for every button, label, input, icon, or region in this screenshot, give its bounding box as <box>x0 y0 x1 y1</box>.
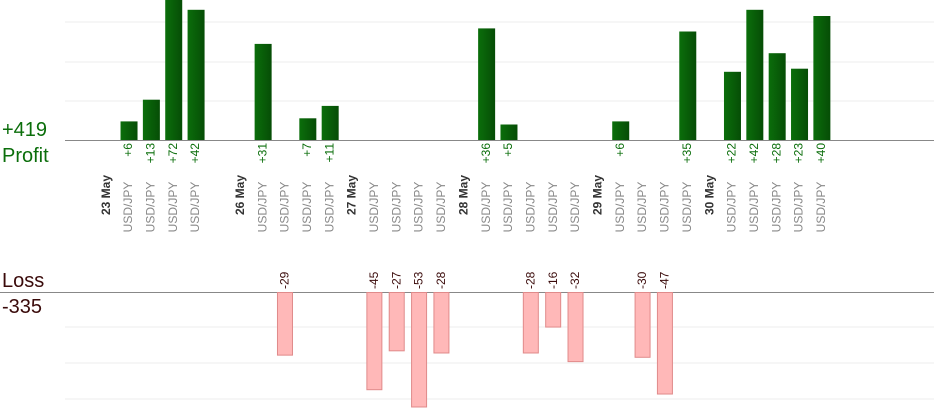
loss-value-label: -47 <box>658 271 672 289</box>
profit-value-label: +35 <box>680 143 694 164</box>
pair-label: USD/JPY <box>725 182 739 233</box>
loss-bar <box>276 292 293 356</box>
profit-bar <box>813 16 831 140</box>
loss-bar <box>545 292 562 328</box>
profit-value-label: +6 <box>613 143 627 157</box>
loss-bar <box>522 292 539 354</box>
date-label: 23 May <box>99 175 113 215</box>
pair-label: USD/JPY <box>814 182 828 233</box>
loss-value-label: -32 <box>568 271 582 289</box>
pair-label: USD/JPY <box>434 182 448 233</box>
profit-total: +419 <box>2 119 48 141</box>
loss-title: Loss <box>2 270 45 292</box>
profit-value-label: +72 <box>166 143 180 164</box>
profit-value-label: +7 <box>300 143 314 157</box>
loss-value-label: -45 <box>367 271 381 289</box>
profit-bar <box>746 9 764 140</box>
loss-value-label: -28 <box>434 271 448 289</box>
loss-bar <box>411 292 428 408</box>
pair-label: USD/JPY <box>367 182 381 233</box>
profit-bar <box>187 9 205 140</box>
pair-label: USD/JPY <box>389 182 403 233</box>
pair-label: USD/JPY <box>747 182 761 233</box>
profit-title: Profit <box>2 145 49 167</box>
pair-label: USD/JPY <box>166 182 180 233</box>
profit-value-label: +42 <box>747 143 761 164</box>
pair-label: USD/JPY <box>501 182 515 233</box>
loss-bar <box>366 292 383 391</box>
profit-bar <box>723 71 741 140</box>
pair-label: USD/JPY <box>635 182 649 233</box>
profit-value-label: +42 <box>188 143 202 164</box>
date-label: 28 May <box>456 175 470 215</box>
profit-bar <box>254 43 272 140</box>
profit-bar <box>768 53 786 141</box>
pair-label: USD/JPY <box>278 182 292 233</box>
profit-value-label: +36 <box>479 143 493 164</box>
loss-value-label: -30 <box>635 271 649 289</box>
pair-label: USD/JPY <box>144 182 158 233</box>
profit-bar <box>165 0 183 140</box>
profit-bar <box>612 121 630 140</box>
labels: 23 May 26 May 27 May 28 May 29 May 30 May USD/… <box>99 143 828 289</box>
profit-value-label: +23 <box>792 143 806 164</box>
pair-label: USD/JPY <box>769 182 783 233</box>
pair-label: USD/JPY <box>412 182 426 233</box>
profit-value-label: +28 <box>769 143 783 164</box>
profit-value-label: +31 <box>255 143 269 164</box>
date-label: 29 May <box>591 175 605 215</box>
pair-label: USD/JPY <box>300 182 314 233</box>
loss-total: -335 <box>2 296 43 318</box>
loss-value-label: -53 <box>412 271 426 289</box>
profit-bar <box>500 124 518 140</box>
profit-bar <box>142 99 160 140</box>
pair-label: USD/JPY <box>479 182 493 233</box>
date-label: 30 May <box>702 175 716 215</box>
loss-value-label: -16 <box>546 271 560 289</box>
profit-bar <box>120 121 138 140</box>
loss-bar <box>656 292 673 395</box>
profit-value-label: +11 <box>322 143 336 163</box>
loss-value-label: -27 <box>389 271 403 289</box>
profit-bar <box>321 105 339 140</box>
pair-label: USD/JPY <box>121 182 135 233</box>
profit-value-label: +6 <box>121 143 135 157</box>
pair-label: USD/JPY <box>188 182 202 233</box>
profit-bar <box>679 31 697 140</box>
pair-label: USD/JPY <box>568 182 582 233</box>
pair-label: USD/JPY <box>613 182 627 233</box>
profit-value-label: +13 <box>144 143 158 164</box>
profit-bar <box>791 68 809 140</box>
pair-label: USD/JPY <box>523 182 537 233</box>
profit-value-label: +40 <box>814 143 828 164</box>
date-label: 27 May <box>345 175 359 215</box>
loss-value-label: -29 <box>278 271 292 289</box>
profit-bar <box>478 28 496 140</box>
pair-label: USD/JPY <box>322 182 336 233</box>
loss-bar <box>433 292 450 354</box>
pair-label: USD/JPY <box>680 182 694 233</box>
profit-value-label: +5 <box>501 143 515 157</box>
loss-bar <box>567 292 584 363</box>
grid-lines <box>0 21 934 400</box>
pair-label: USD/JPY <box>255 182 269 233</box>
bars <box>120 0 831 408</box>
pair-label: USD/JPY <box>546 182 560 233</box>
loss-value-label: -28 <box>523 271 537 289</box>
loss-bar <box>388 292 405 352</box>
pair-label: USD/JPY <box>792 182 806 233</box>
loss-bar <box>634 292 651 358</box>
profit-value-label: +22 <box>725 143 739 164</box>
pair-label: USD/JPY <box>658 182 672 233</box>
profit-bar <box>299 118 317 140</box>
date-label: 26 May <box>233 175 247 215</box>
